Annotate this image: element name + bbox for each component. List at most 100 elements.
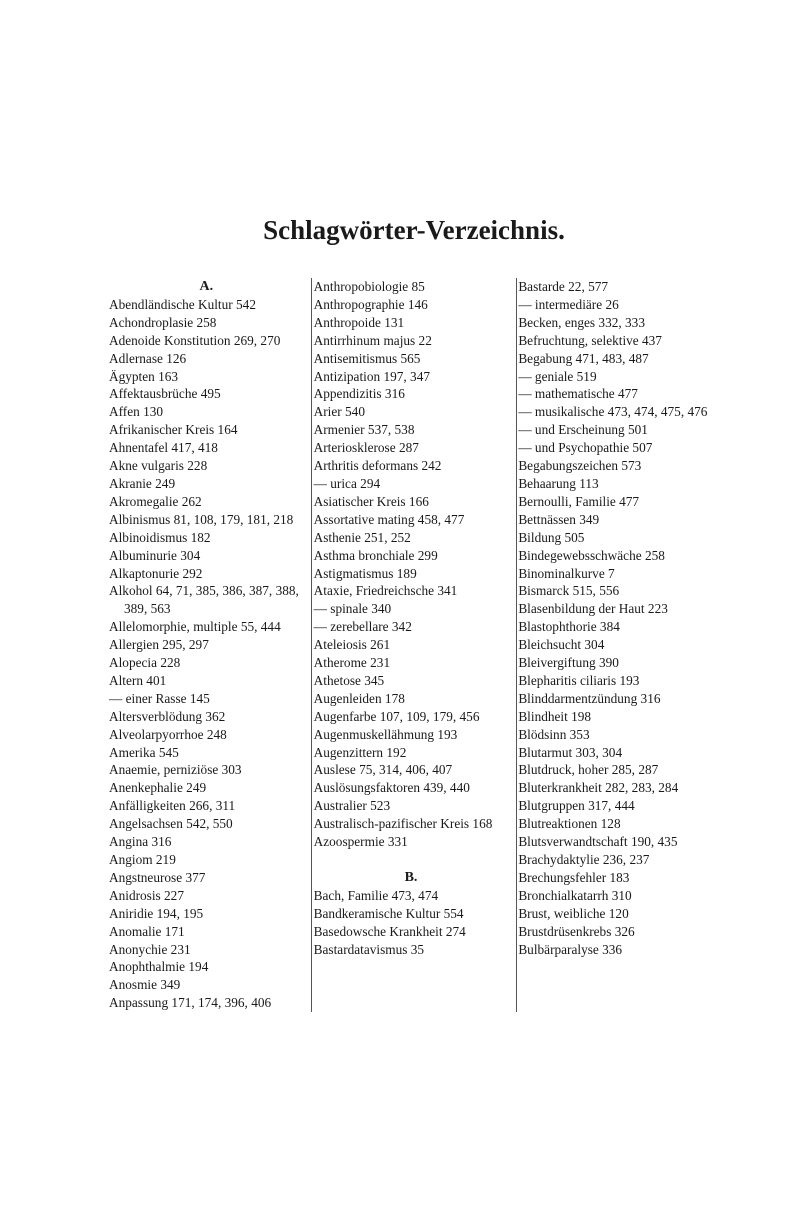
index-entry: Blindheit 198 (518, 708, 713, 726)
index-entry: — spinale 340 (314, 600, 509, 618)
section-letter: B. (314, 869, 509, 887)
index-entry: Auslese 75, 314, 406, 407 (314, 761, 509, 779)
index-entry: Alveolarpyorrhoe 248 (109, 726, 304, 744)
index-entry: Armenier 537, 538 (314, 421, 509, 439)
index-entry: Albuminurie 304 (109, 547, 304, 565)
index-entry: Arteriosklerose 287 (314, 439, 509, 457)
index-entry: Abendländische Kultur 542 (109, 296, 304, 314)
index-entry: Bandkeramische Kultur 554 (314, 905, 509, 923)
index-entry: Augenleiden 178 (314, 690, 509, 708)
index-entry: Ataxie, Friedreichsche 341 (314, 582, 509, 600)
index-entry: — urica 294 (314, 475, 509, 493)
index-entry: Blutarmut 303, 304 (518, 744, 713, 762)
index-entry: — und Psychopathie 507 (518, 439, 713, 457)
index-entry: Afrikanischer Kreis 164 (109, 421, 304, 439)
page-title: Schlagwörter-Verzeichnis. (107, 215, 721, 246)
index-entry: Augenfarbe 107, 109, 179, 456 (314, 708, 509, 726)
index-entry: Blepharitis ciliaris 193 (518, 672, 713, 690)
index-entry: Anfälligkeiten 266, 311 (109, 797, 304, 815)
index-entry: Ägypten 163 (109, 368, 304, 386)
index-entry: Blastophthorie 384 (518, 618, 713, 636)
index-entry: Bulbärparalyse 336 (518, 941, 713, 959)
index-entry: Bindegewebsschwäche 258 (518, 547, 713, 565)
index-entry: Albinismus 81, 108, 179, 181, 218 (109, 511, 304, 529)
index-entry: Anthropoide 131 (314, 314, 509, 332)
index-page: Schlagwörter-Verzeichnis. A.Abendländisc… (0, 0, 801, 1222)
index-entry: Aniridie 194, 195 (109, 905, 304, 923)
index-entry: Bleichsucht 304 (518, 636, 713, 654)
index-entry: Bach, Familie 473, 474 (314, 887, 509, 905)
index-entry: Astigmatismus 189 (314, 565, 509, 583)
index-entry: Antizipation 197, 347 (314, 368, 509, 386)
index-entry: Blödsinn 353 (518, 726, 713, 744)
index-entry: Begabungszeichen 573 (518, 457, 713, 475)
index-entry: Blinddarmentzündung 316 (518, 690, 713, 708)
index-entry: Blutreaktionen 128 (518, 815, 713, 833)
section-letter: A. (109, 278, 304, 296)
index-entry: Anthropographie 146 (314, 296, 509, 314)
index-column: Anthropobiologie 85Anthropographie 146An… (312, 278, 517, 958)
index-entry: Brechungsfehler 183 (518, 869, 713, 887)
index-entry: Befruchtung, selektive 437 (518, 332, 713, 350)
index-entry: Auslösungsfaktoren 439, 440 (314, 779, 509, 797)
index-entry: — musikalische 473, 474, 475, 476 (518, 403, 713, 421)
index-entry: — zerebellare 342 (314, 618, 509, 636)
index-entry: Arthritis deformans 242 (314, 457, 509, 475)
index-entry: Brustdrüsenkrebs 326 (518, 923, 713, 941)
index-entry: Adenoide Konstitution 269, 270 (109, 332, 304, 350)
index-entry: Augenzittern 192 (314, 744, 509, 762)
index-entry: Akranie 249 (109, 475, 304, 493)
index-entry: Appendizitis 316 (314, 385, 509, 403)
index-entry: Athetose 345 (314, 672, 509, 690)
index-entry: Bismarck 515, 556 (518, 582, 713, 600)
index-entry: — einer Rasse 145 (109, 690, 304, 708)
index-entry: Behaarung 113 (518, 475, 713, 493)
index-entry: Bernoulli, Familie 477 (518, 493, 713, 511)
index-entry: Anthropobiologie 85 (314, 278, 509, 296)
index-entry: Asthenie 251, 252 (314, 529, 509, 547)
index-entry: Arier 540 (314, 403, 509, 421)
index-entry: Becken, enges 332, 333 (518, 314, 713, 332)
index-entry: Alkaptonurie 292 (109, 565, 304, 583)
index-entry: Bettnässen 349 (518, 511, 713, 529)
index-entry: Anonychie 231 (109, 941, 304, 959)
index-column: Bastarde 22, 577— intermediäre 26Becken,… (516, 278, 721, 958)
spacer (314, 851, 509, 869)
index-entry: Blutgruppen 317, 444 (518, 797, 713, 815)
index-entry: Bastardatavismus 35 (314, 941, 509, 959)
index-entry: Allelomorphie, multiple 55, 444 (109, 618, 304, 636)
index-entry: Assortative mating 458, 477 (314, 511, 509, 529)
index-entry: Azoospermie 331 (314, 833, 509, 851)
index-entry: Akne vulgaris 228 (109, 457, 304, 475)
index-entry: — und Erscheinung 501 (518, 421, 713, 439)
index-entry: Anosmie 349 (109, 976, 304, 994)
index-entry: Affen 130 (109, 403, 304, 421)
index-entry: Amerika 545 (109, 744, 304, 762)
index-entry: Bastarde 22, 577 (518, 278, 713, 296)
index-entry: Anophthalmie 194 (109, 958, 304, 976)
index-columns: A.Abendländische Kultur 542Achondroplasi… (107, 278, 721, 1012)
index-entry: Asiatischer Kreis 166 (314, 493, 509, 511)
index-entry: Australier 523 (314, 797, 509, 815)
index-entry: Anaemie, perniziöse 303 (109, 761, 304, 779)
index-entry: Anidrosis 227 (109, 887, 304, 905)
index-entry: Antisemitismus 565 (314, 350, 509, 368)
index-entry: Augenmuskellähmung 193 (314, 726, 509, 744)
index-entry: Affektausbrüche 495 (109, 385, 304, 403)
index-entry: Brachydaktylie 236, 237 (518, 851, 713, 869)
index-entry: Albinoidismus 182 (109, 529, 304, 547)
index-entry: Angelsachsen 542, 550 (109, 815, 304, 833)
index-entry: Bronchialkatarrh 310 (518, 887, 713, 905)
index-entry: Anenkephalie 249 (109, 779, 304, 797)
index-entry: Antirrhinum majus 22 (314, 332, 509, 350)
index-entry: Bildung 505 (518, 529, 713, 547)
index-entry: Begabung 471, 483, 487 (518, 350, 713, 368)
index-entry: Adlernase 126 (109, 350, 304, 368)
index-entry: Atherome 231 (314, 654, 509, 672)
index-entry: Akromegalie 262 (109, 493, 304, 511)
index-entry: Anpassung 171, 174, 396, 406 (109, 994, 304, 1012)
index-entry: — mathematische 477 (518, 385, 713, 403)
index-entry: Basedowsche Krankheit 274 (314, 923, 509, 941)
index-entry: Ateleiosis 261 (314, 636, 509, 654)
index-entry: Angiom 219 (109, 851, 304, 869)
